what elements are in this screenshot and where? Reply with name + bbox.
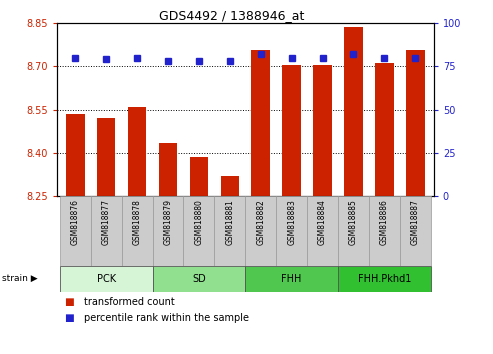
Bar [369,196,400,266]
Bar [344,27,363,196]
Bar [282,65,301,196]
Bar [97,118,115,196]
Text: transformed count: transformed count [84,297,175,307]
Text: ■: ■ [64,297,74,307]
Bar [122,196,152,266]
Bar [276,196,307,266]
Bar [190,158,208,196]
Bar [60,266,152,292]
Bar [220,176,239,196]
Text: GSM818876: GSM818876 [70,199,80,245]
Bar [251,51,270,196]
Bar [400,196,431,266]
Bar [91,196,122,266]
Text: PCK: PCK [97,274,116,284]
Bar [375,63,393,196]
Text: SD: SD [192,274,206,284]
Text: GSM818882: GSM818882 [256,199,265,245]
Text: FHH: FHH [282,274,302,284]
Text: ■: ■ [64,313,74,322]
Bar [338,266,431,292]
Bar [307,196,338,266]
Bar [245,266,338,292]
Text: GSM818883: GSM818883 [287,199,296,245]
Bar [406,51,424,196]
Bar [128,107,146,196]
Text: strain ▶: strain ▶ [2,274,38,283]
Text: GSM818880: GSM818880 [194,199,204,245]
Bar [66,114,84,196]
Bar [313,65,332,196]
Text: GSM818887: GSM818887 [411,199,420,245]
Bar [60,196,91,266]
Text: GSM818885: GSM818885 [349,199,358,245]
Bar [159,143,177,196]
Bar [245,196,276,266]
Text: GSM818881: GSM818881 [225,199,234,245]
Text: FHH.Pkhd1: FHH.Pkhd1 [358,274,411,284]
Bar [152,196,183,266]
Text: GDS4492 / 1388946_at: GDS4492 / 1388946_at [159,9,304,22]
Text: GSM818877: GSM818877 [102,199,110,245]
Text: GSM818884: GSM818884 [318,199,327,245]
Bar [338,196,369,266]
Text: GSM818879: GSM818879 [164,199,173,245]
Text: GSM818878: GSM818878 [133,199,141,245]
Bar [214,196,245,266]
Bar [152,266,246,292]
Text: GSM818886: GSM818886 [380,199,389,245]
Bar [183,196,214,266]
Text: percentile rank within the sample: percentile rank within the sample [84,313,249,322]
